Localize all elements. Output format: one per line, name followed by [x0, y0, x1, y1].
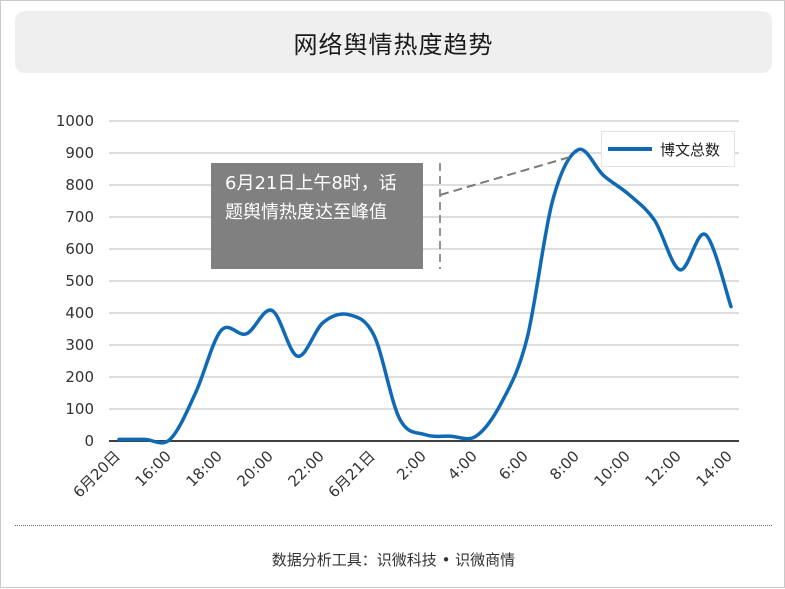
x-tick-label: 22:00 [285, 447, 328, 490]
x-tick-label: 6月21日 [325, 447, 379, 501]
y-tick-label: 800 [65, 176, 94, 194]
x-tick-label: 8:00 [546, 447, 583, 484]
x-tick-label: 6:00 [495, 447, 532, 484]
x-tick-label: 6月20日 [70, 447, 124, 501]
x-tick-label: 16:00 [132, 447, 175, 490]
y-tick-label: 700 [65, 208, 94, 226]
title-bar: 网络舆情热度趋势 [15, 11, 772, 73]
y-tick-label: 600 [65, 240, 94, 258]
y-tick-label: 0 [84, 432, 94, 450]
x-tick-label: 20:00 [234, 447, 277, 490]
y-tick-label: 900 [65, 144, 94, 162]
legend-swatch [608, 147, 652, 151]
x-tick-label: 4:00 [444, 447, 481, 484]
callout-leader [439, 154, 575, 196]
y-tick-label: 300 [65, 336, 94, 354]
chart-title: 网络舆情热度趋势 [293, 30, 494, 59]
footer-source: 数据分析工具：识微科技 • 识微商情 [271, 551, 516, 569]
annotation-callout [439, 154, 575, 269]
y-tick-label: 100 [65, 400, 94, 418]
x-tick-label: 2:00 [393, 447, 430, 484]
gridlines [109, 120, 739, 442]
y-tick-label: 500 [65, 272, 94, 290]
legend: 博文总数 [601, 131, 735, 167]
series-layer [117, 147, 733, 445]
y-tick-label: 400 [65, 304, 94, 322]
x-tick-label: 12:00 [642, 447, 685, 490]
series-line [117, 147, 733, 445]
y-tick-labels: 0 100 200 300 400 500 600 700 800 900 1000 [56, 112, 94, 450]
annotation-text: 6月21日上午8时，话题舆情热度达至峰值 [225, 173, 397, 223]
peak-annotation: 6月21日上午8时，话题舆情热度达至峰值 [211, 163, 423, 269]
x-tick-label: 14:00 [693, 447, 736, 490]
y-tick-label: 200 [65, 368, 94, 386]
y-tick-label: 1000 [56, 112, 94, 130]
x-tick-label: 10:00 [591, 447, 634, 490]
x-tick-label: 18:00 [183, 447, 226, 490]
legend-series-label: 博文总数 [660, 140, 721, 159]
footer-divider [15, 525, 772, 526]
